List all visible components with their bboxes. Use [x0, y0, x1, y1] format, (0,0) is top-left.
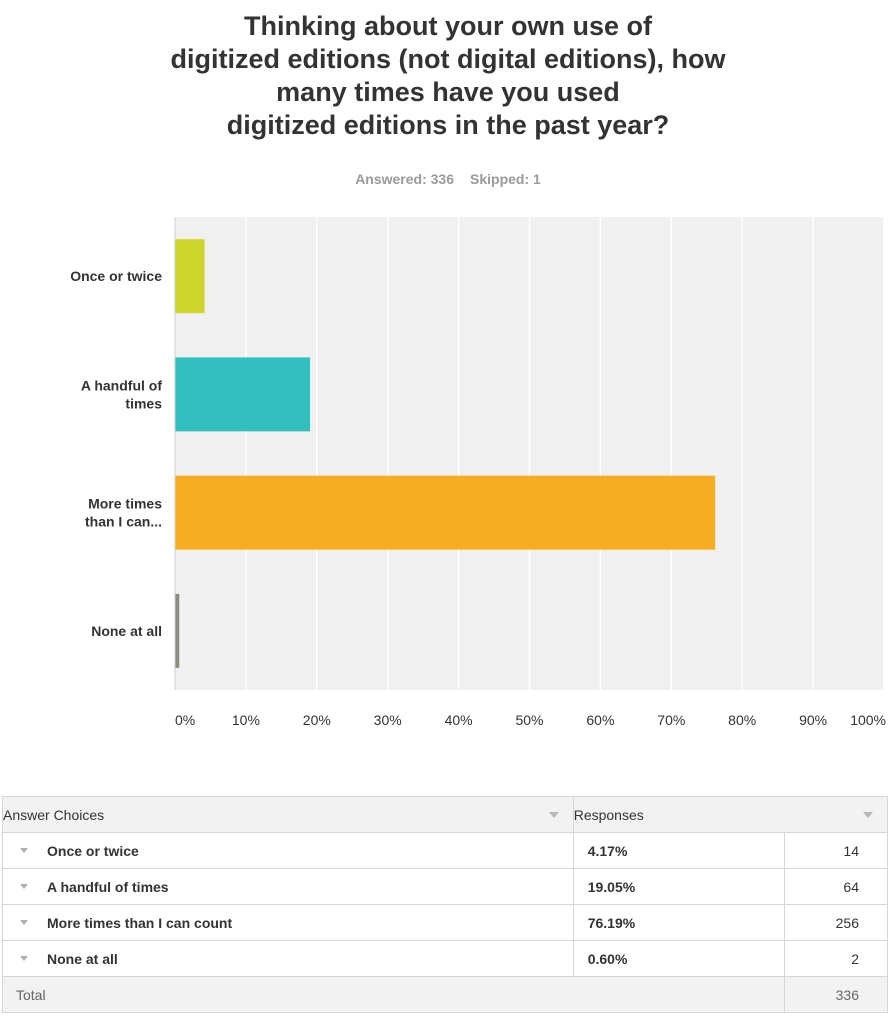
responses-header-label: Responses	[573, 806, 644, 823]
category-label: Once or twice	[70, 268, 162, 284]
expand-caret-icon[interactable]	[20, 884, 28, 890]
gridlines	[245, 217, 885, 690]
x-tick-label: 50%	[515, 712, 543, 728]
responses-table: Answer Choices Responses Once or twice 4…	[1, 796, 889, 1013]
x-tick-label: 100%	[850, 712, 886, 728]
bar-chart: Once or twice A handful of times More times…	[70, 217, 886, 728]
x-tick-label: 10%	[232, 712, 260, 728]
percent-cell: 19.05%	[572, 868, 786, 905]
count-cell: 64	[784, 868, 888, 905]
sort-caret-icon[interactable]	[548, 812, 559, 818]
x-tick-labels: 0% 10% 20% 30% 40% 50% 60% 70% 80% 90% 100%	[175, 712, 886, 728]
table-row: Once or twice 4.17% 14	[2, 832, 888, 869]
category-label: None at all	[91, 623, 162, 639]
x-tick-label: 90%	[799, 712, 827, 728]
percent-cell: 4.17%	[572, 832, 786, 869]
expand-caret-icon[interactable]	[20, 956, 28, 962]
choice-label: More times than I can count	[47, 914, 233, 931]
table-header-row: Answer Choices Responses	[2, 796, 889, 833]
table-row: More times than I can count 76.19% 256	[2, 904, 888, 941]
total-label: Total	[1, 976, 786, 1013]
total-row: Total 336	[1, 976, 888, 1013]
x-tick-label: 40%	[445, 712, 473, 728]
category-labels: Once or twice A handful of times More times…	[70, 268, 162, 639]
answer-choices-header-label: Answer Choices	[3, 806, 105, 823]
choice-cell: None at all	[2, 940, 574, 977]
chart-title: Thinking about your own use of digitized…	[0, 10, 896, 142]
skipped-count: Skipped: 1	[470, 171, 541, 187]
response-stats: Answered: 336 Skipped: 1	[0, 171, 896, 187]
count-cell: 256	[784, 904, 888, 941]
expand-caret-icon[interactable]	[20, 848, 28, 854]
choice-label: Once or twice	[47, 842, 139, 859]
percent-cell: 0.60%	[572, 940, 786, 977]
bar	[175, 593, 180, 668]
bar	[175, 239, 205, 314]
x-tick-label: 70%	[657, 712, 685, 728]
count-cell: 2	[784, 940, 888, 977]
x-tick-label: 0%	[175, 712, 195, 728]
table-row: A handful of times 19.05% 64	[2, 868, 888, 905]
choice-cell: A handful of times	[2, 868, 574, 905]
category-label: A handful of	[81, 377, 162, 393]
category-label: than I can...	[85, 514, 162, 530]
category-label: times	[125, 395, 162, 411]
percent-cell: 76.19%	[572, 904, 786, 941]
responses-header[interactable]: Responses	[572, 796, 889, 833]
title-line: many times have you used	[276, 77, 620, 107]
choice-cell: More times than I can count	[2, 904, 574, 941]
expand-caret-icon[interactable]	[20, 920, 28, 926]
bar	[175, 475, 716, 550]
count-cell: 14	[784, 832, 888, 869]
choice-label: A handful of times	[47, 878, 169, 895]
x-tick-label: 30%	[374, 712, 402, 728]
x-tick-label: 20%	[303, 712, 331, 728]
answer-choices-header[interactable]: Answer Choices	[2, 796, 574, 833]
category-label: More times	[88, 496, 162, 512]
title-line: digitized editions (not digital editions…	[170, 44, 726, 74]
total-count: 336	[784, 976, 888, 1013]
title-line: digitized editions in the past year?	[226, 110, 670, 140]
choice-cell: Once or twice	[2, 832, 574, 869]
title-line: Thinking about your own use of	[244, 11, 652, 41]
x-tick-label: 80%	[728, 712, 756, 728]
sort-caret-icon[interactable]	[863, 812, 873, 818]
table-row: None at all 0.60% 2	[2, 940, 888, 977]
answered-count: Answered: 336	[355, 171, 455, 187]
bars	[175, 239, 716, 668]
choice-label: None at all	[47, 950, 118, 967]
bar	[175, 357, 311, 432]
x-tick-label: 60%	[586, 712, 614, 728]
